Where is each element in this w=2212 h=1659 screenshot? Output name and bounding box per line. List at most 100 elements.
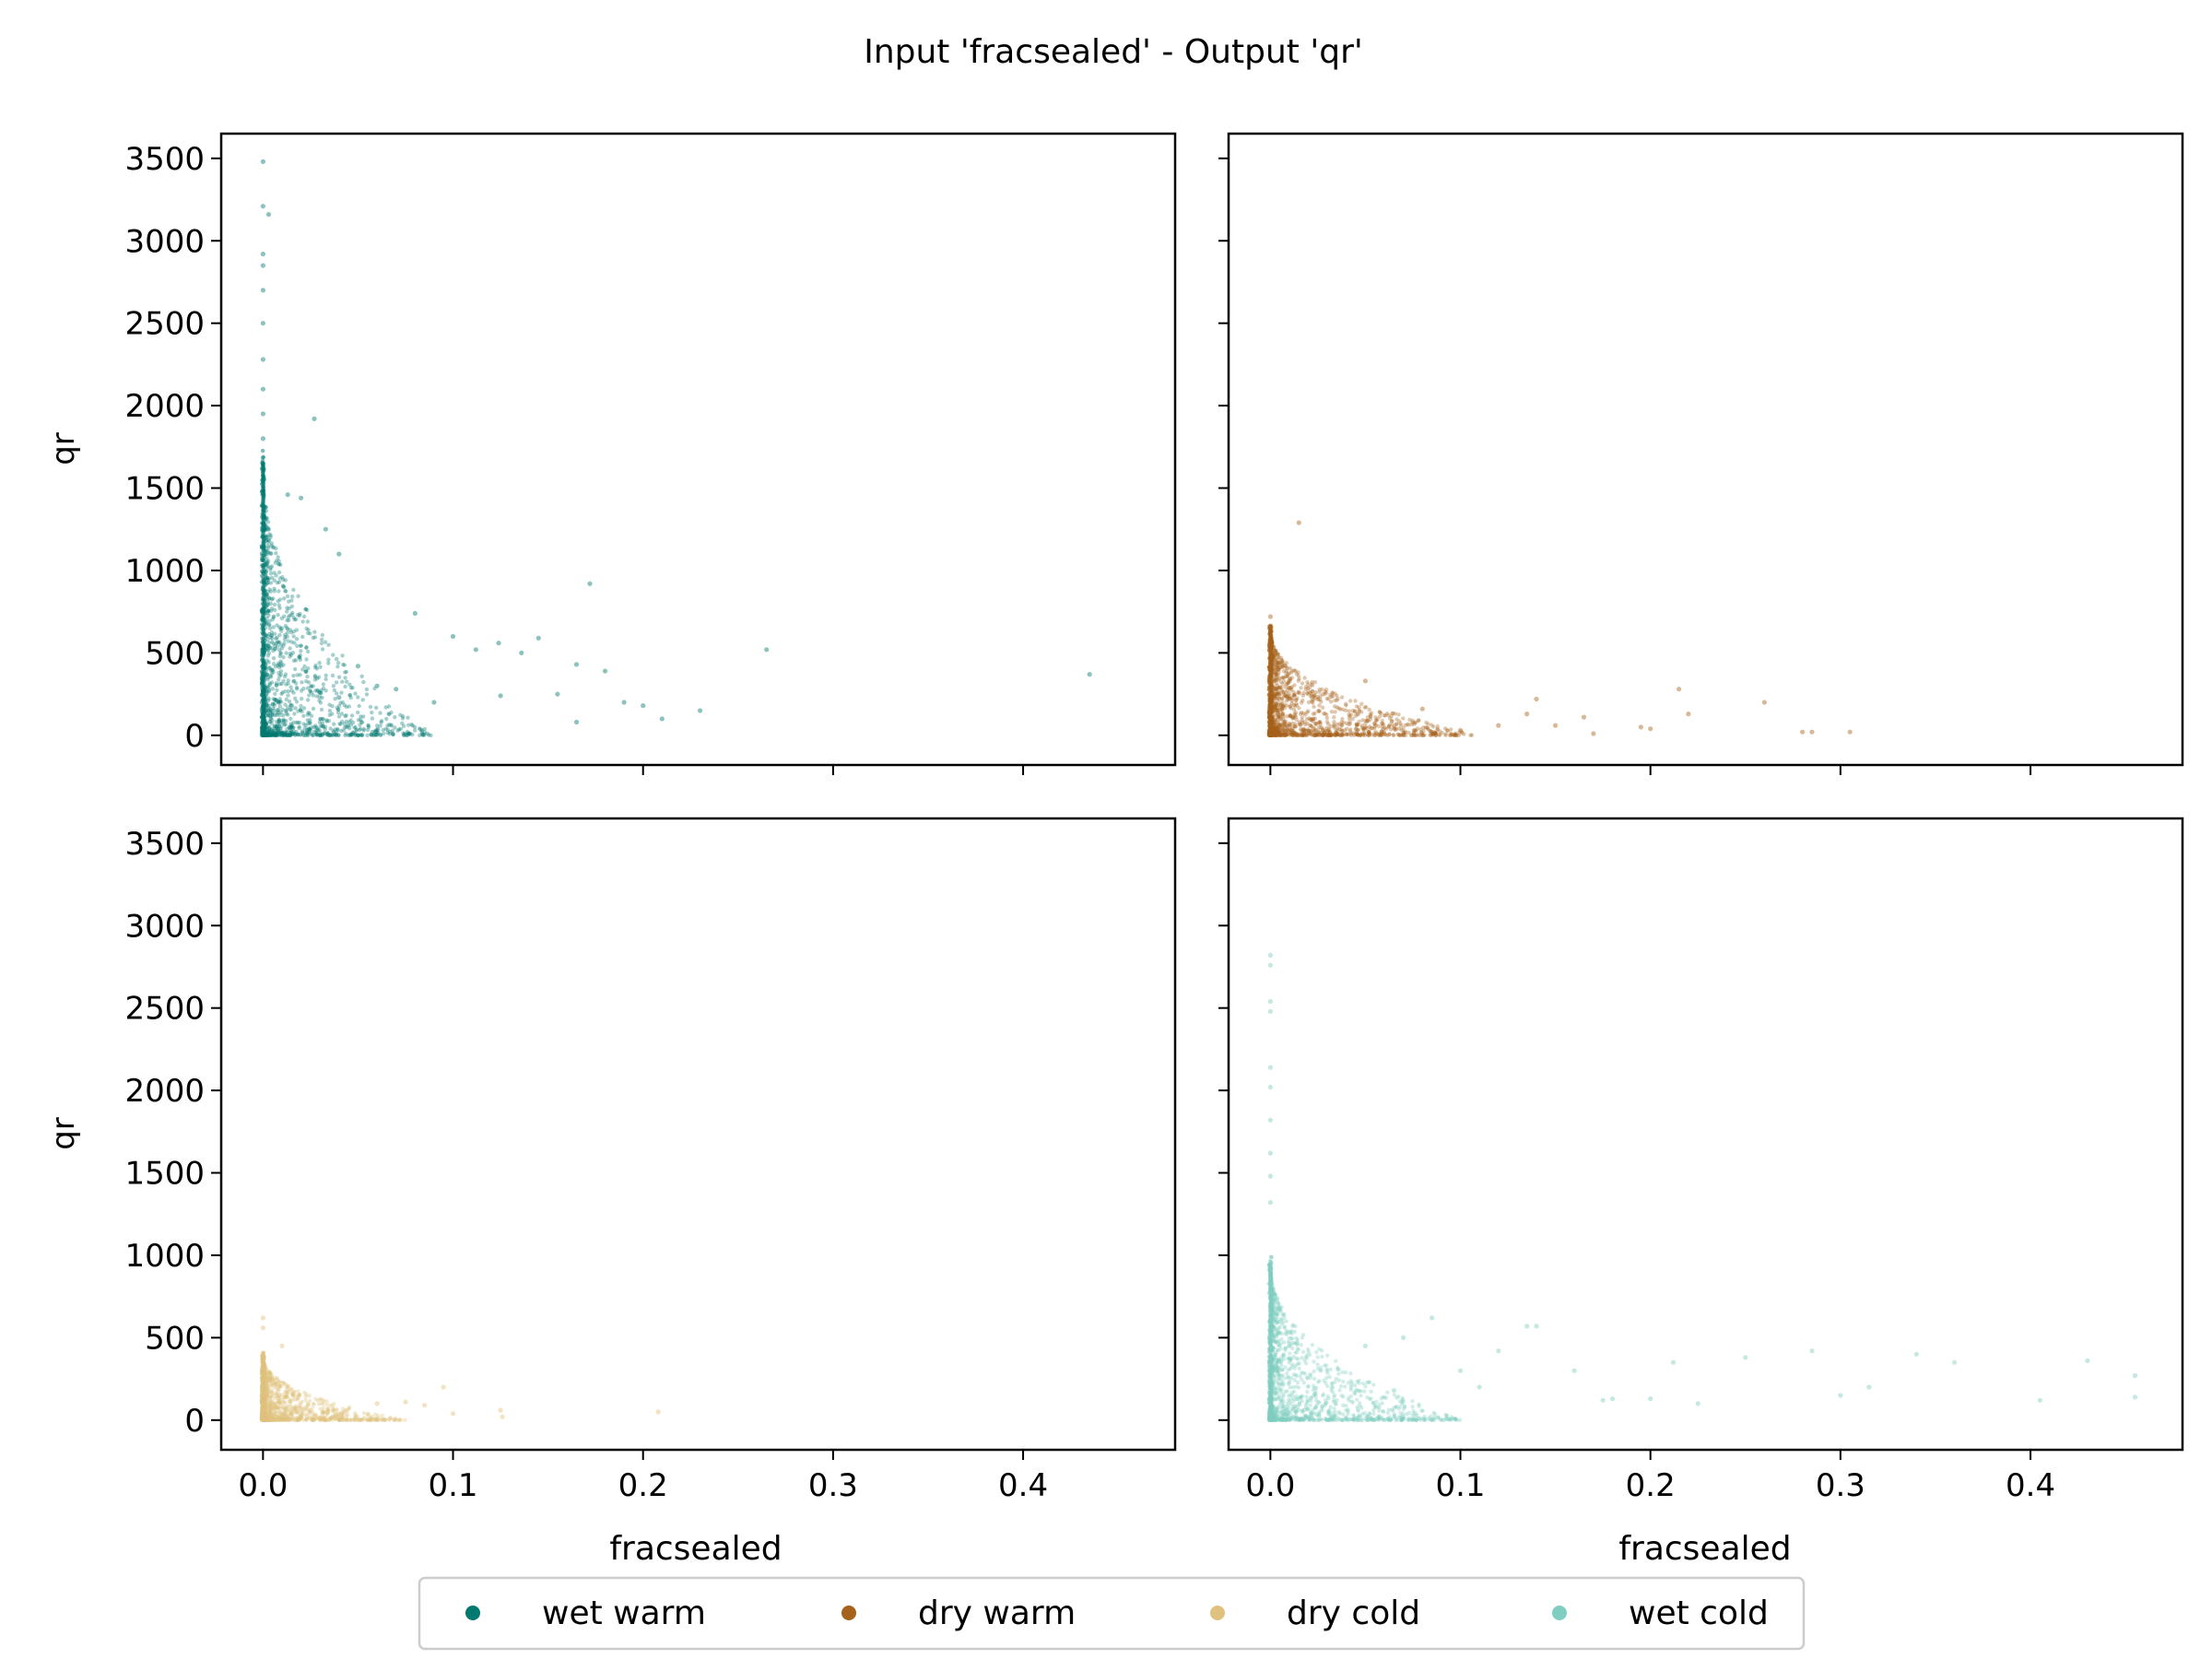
data-point (266, 733, 271, 737)
data-point (272, 631, 277, 636)
data-point (288, 731, 293, 735)
data-point (276, 729, 280, 734)
data-point (1379, 711, 1383, 716)
data-point (1412, 722, 1417, 726)
data-point (278, 728, 284, 734)
data-point (302, 664, 307, 669)
data-point (262, 670, 266, 675)
data-point (339, 712, 345, 716)
data-point (279, 626, 285, 630)
data-point (310, 733, 315, 737)
data-point (320, 733, 324, 737)
data-point (265, 653, 270, 658)
y-tick-label: 1000 (124, 1238, 205, 1275)
data-point (1305, 680, 1310, 685)
data-point (1394, 717, 1399, 722)
data-point (294, 637, 300, 641)
data-point (268, 733, 274, 737)
data-point (1274, 672, 1278, 677)
data-point (1274, 688, 1278, 692)
data-point (1457, 727, 1464, 734)
data-point (268, 550, 273, 556)
data-point (271, 614, 276, 618)
data-point (273, 607, 277, 613)
data-point (1437, 733, 1441, 737)
data-point (276, 599, 280, 604)
data-point (272, 733, 276, 737)
data-point (1315, 698, 1321, 702)
data-point (281, 577, 286, 582)
data-point (263, 551, 268, 557)
data-point (425, 731, 429, 736)
data-point (260, 204, 265, 209)
data-point (1345, 726, 1349, 731)
data-point (274, 641, 278, 646)
data-point (1311, 717, 1316, 722)
data-point (260, 1380, 265, 1385)
data-point (1347, 732, 1351, 736)
data-point (294, 700, 300, 704)
data-point (266, 608, 271, 613)
data-point (359, 733, 364, 737)
data-point (272, 724, 277, 728)
data-point (269, 646, 274, 651)
data-point (319, 641, 324, 646)
data-point (1332, 715, 1336, 720)
y-axis-ticks (1218, 157, 1229, 736)
data-point (1301, 711, 1306, 716)
data-point (1339, 695, 1345, 700)
data-point (299, 733, 303, 737)
data-point (300, 667, 305, 672)
data-point (301, 713, 306, 718)
data-point (260, 616, 265, 620)
data-point (318, 665, 323, 669)
data-point (285, 733, 289, 737)
data-point (364, 687, 370, 692)
data-point (1347, 712, 1351, 717)
data-point (1324, 720, 1330, 724)
data-point (289, 730, 294, 735)
data-point (1368, 712, 1372, 717)
data-point (1277, 712, 1282, 718)
data-point (277, 697, 282, 701)
data-point (359, 714, 363, 719)
data-point (268, 731, 273, 735)
data-point (312, 416, 317, 421)
data-point (265, 559, 271, 563)
data-point (311, 706, 316, 712)
data-point (1371, 1382, 1376, 1387)
data-point (268, 716, 273, 721)
data-point (1686, 712, 1691, 717)
data-point (299, 703, 303, 709)
data-point (302, 733, 307, 737)
data-point (1289, 700, 1294, 706)
data-point (387, 732, 392, 736)
data-point (274, 725, 278, 731)
data-point (1294, 701, 1299, 706)
data-point (272, 571, 276, 575)
data-point (279, 629, 284, 633)
data-point (1348, 699, 1353, 703)
data-point (1313, 728, 1318, 733)
data-point (274, 551, 278, 556)
data-point (313, 724, 318, 728)
data-point (261, 485, 266, 489)
data-point (1303, 723, 1308, 727)
data-point (1393, 728, 1398, 733)
data-point (289, 723, 294, 728)
data-point (1390, 718, 1394, 724)
data-point (284, 651, 288, 655)
data-point (276, 559, 281, 563)
data-point (1267, 699, 1273, 703)
data-point (281, 584, 286, 589)
data-point (266, 724, 272, 730)
data-point (260, 461, 265, 466)
data-point (313, 725, 319, 730)
data-point (370, 729, 374, 735)
data-point (318, 733, 323, 737)
data-point (269, 608, 274, 613)
data-point (289, 604, 294, 609)
data-point (1304, 710, 1310, 715)
data-point (260, 1406, 265, 1411)
data-point (1340, 707, 1346, 712)
